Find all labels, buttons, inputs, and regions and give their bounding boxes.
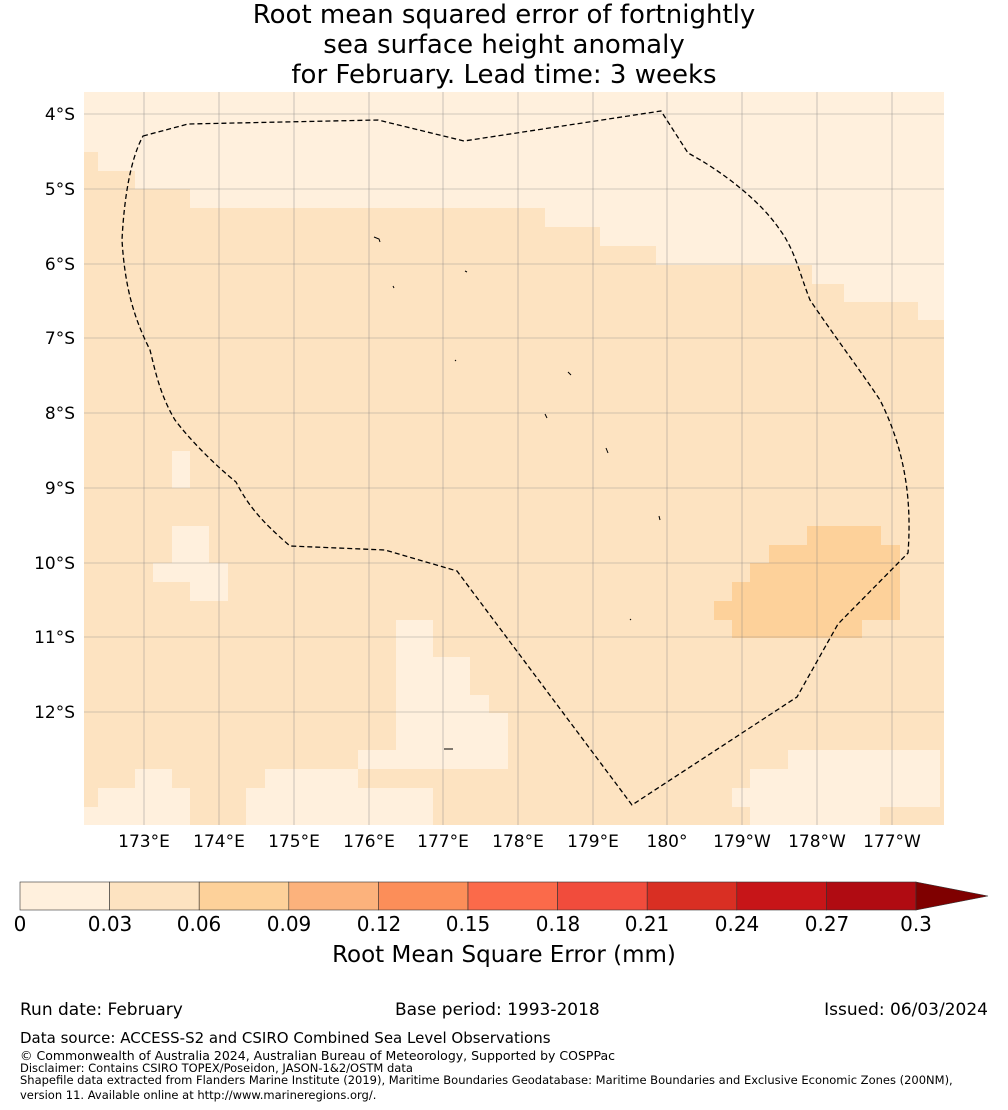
colorbar-tick: 0.27 [804,912,850,936]
colorbar-tick: 0.3 [900,912,932,936]
island-3 [392,285,395,289]
lon-label: 173°E [118,832,170,852]
island-4 [454,359,457,362]
disclaimer: Disclaimer: Contains CSIRO TOPEX/Poseido… [20,1061,413,1075]
map-title: Root mean squared error of fortnightly s… [0,0,1008,90]
lat-label: 6°S [45,255,75,275]
lon-label: 179°W [713,832,771,852]
data-source: Data source: ACCESS-S2 and CSIRO Combine… [20,1029,551,1047]
title-line-2: sea surface height anomaly [323,30,685,60]
island-5 [567,371,572,376]
colorbar-segment [19,881,110,911]
colorbar-tick: 0.06 [176,912,222,936]
colorbar-segment [736,881,827,911]
colorbar-tick: 0.03 [87,912,133,936]
colorbar-segment [378,881,469,911]
base-period: Base period: 1993-2018 [395,1000,600,1020]
field-patch-lightest-4 [84,769,190,825]
lon-label: 178°E [492,832,544,852]
lat-label: 9°S [45,479,75,499]
colorbar-segment [557,881,648,911]
lon-label: 179°E [567,832,619,852]
island-7 [605,447,609,454]
lon-label: 177°E [417,832,469,852]
lon-label: 178°W [788,832,846,852]
shapefile-credit-line-1: Shapefile data extracted from Flanders M… [20,1073,953,1087]
field-patch-lightest-6 [732,750,940,825]
lon-label: 176°E [343,832,395,852]
colorbar-segment [109,881,200,911]
lon-label: 175°E [268,832,320,852]
eez-boundary [121,110,910,806]
issued-date: Issued: 06/03/2024 [824,1000,988,1020]
title-line-3: for February. Lead time: 3 weeks [291,60,717,90]
field-patch-lightest-2 [153,526,228,601]
lat-label: 8°S [45,404,75,424]
shapefile-credit-line-2: version 11. Available online at http://w… [20,1088,377,1102]
field-patch-medium [714,526,900,638]
lat-label: 10°S [34,554,75,574]
colorbar-tick: 0.15 [445,912,491,936]
colorbar-segment [646,881,738,911]
colorbar-extend-arrow [915,881,989,911]
field-region-lightest-top [84,92,944,320]
colorbar-segment [198,881,290,911]
island-6 [544,413,548,419]
colorbar-tick: 0.09 [266,912,312,936]
colorbar-tick: 0.18 [535,912,581,936]
lat-label: 11°S [34,628,75,648]
lat-label: 7°S [45,329,75,349]
title-line-1: Root mean squared error of fortnightly [252,0,756,30]
colorbar-tick: 0.24 [714,912,760,936]
colorbar-tick: 0 [13,912,27,936]
colorbar-tick: 0.12 [356,912,402,936]
lat-label: 5°S [45,180,75,200]
island-9 [629,618,632,621]
colorbar-segment [826,881,917,911]
run-date: Run date: February [20,1000,183,1020]
copyright: © Commonwealth of Australia 2024, Austra… [20,1048,615,1063]
map-figure: 4°S 5°S 6°S 7°S 8°S 9°S 10°S 11°S 12°S 1… [19,92,989,911]
rmse-field [84,92,944,825]
lon-label: 180° [647,832,688,852]
lon-label: 177°W [863,832,921,852]
field-patch-lightest-1 [172,451,190,488]
island-8 [658,515,661,521]
islands [373,236,661,750]
island-2 [464,270,468,273]
island-1 [373,236,381,243]
latitude-labels: 4°S 5°S 6°S 7°S 8°S 9°S 10°S 11°S 12°S [34,105,75,723]
lon-label: 174°E [193,832,245,852]
field-patch-lightest-3 [358,620,508,769]
colorbar [19,881,989,911]
lat-label: 12°S [34,703,75,723]
field-patch-lightest-5 [246,769,433,825]
colorbar-segment [467,881,558,911]
longitude-labels: 173°E 174°E 175°E 176°E 177°E 178°E 179°… [118,832,921,852]
graticule [84,92,944,825]
colorbar-segment [288,881,379,911]
colorbar-tick: 0.21 [624,912,670,936]
lat-label: 4°S [45,105,75,125]
colorbar-label: Root Mean Square Error (mm) [332,942,676,968]
